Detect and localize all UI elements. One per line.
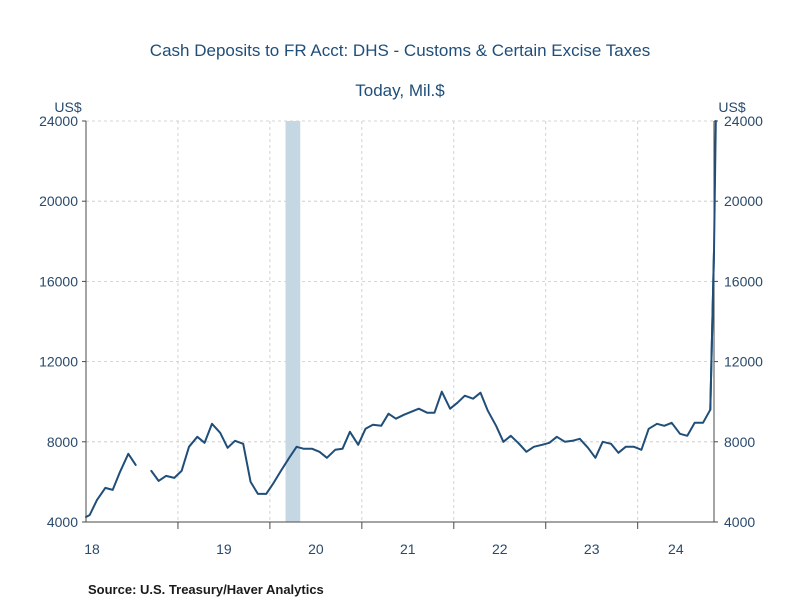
chart-subtitle: Today, Mil.$ bbox=[355, 81, 445, 100]
x-tick-label: 20 bbox=[308, 541, 324, 557]
y-tick-label-right: 12000 bbox=[724, 354, 763, 370]
x-tick-label: 18 bbox=[84, 541, 100, 557]
y-axis-unit-left: US$ bbox=[54, 99, 81, 115]
y-tick-label-left: 24000 bbox=[39, 113, 78, 129]
recession-shading bbox=[285, 121, 301, 522]
x-tick-label: 21 bbox=[400, 541, 416, 557]
tick-labels: 4000 4000 8000 8000 12000 12000 16000 16000 2000… bbox=[39, 113, 763, 557]
series-line-segment bbox=[150, 250, 715, 495]
y-tick-label-right: 20000 bbox=[724, 193, 763, 209]
x-tick-label: 19 bbox=[216, 541, 232, 557]
y-tick-label-right: 16000 bbox=[724, 273, 763, 289]
x-tick-label: 23 bbox=[584, 541, 600, 557]
x-tick-label: 24 bbox=[668, 541, 684, 557]
y-tick-label-right: 24000 bbox=[724, 113, 763, 129]
y-tick-label-right: 8000 bbox=[724, 434, 755, 450]
y-tick-label-left: 4000 bbox=[47, 514, 78, 530]
y-tick-label-right: 4000 bbox=[724, 514, 755, 530]
recession-band bbox=[285, 121, 301, 522]
gridlines bbox=[86, 120, 714, 523]
y-tick-label-left: 16000 bbox=[39, 273, 78, 289]
series-layer bbox=[85, 120, 717, 518]
chart-title: Cash Deposits to FR Acct: DHS - Customs … bbox=[150, 41, 650, 60]
axes bbox=[82, 120, 718, 529]
y-tick-label-left: 20000 bbox=[39, 193, 78, 209]
source-note: Source: U.S. Treasury/Haver Analytics bbox=[88, 582, 324, 597]
y-tick-label-left: 8000 bbox=[47, 434, 78, 450]
x-tick-label: 22 bbox=[492, 541, 508, 557]
y-axis-unit-right: US$ bbox=[718, 99, 745, 115]
y-tick-label-left: 12000 bbox=[39, 354, 78, 370]
series-line-segment bbox=[709, 120, 717, 411]
series-line-segment bbox=[85, 452, 137, 518]
